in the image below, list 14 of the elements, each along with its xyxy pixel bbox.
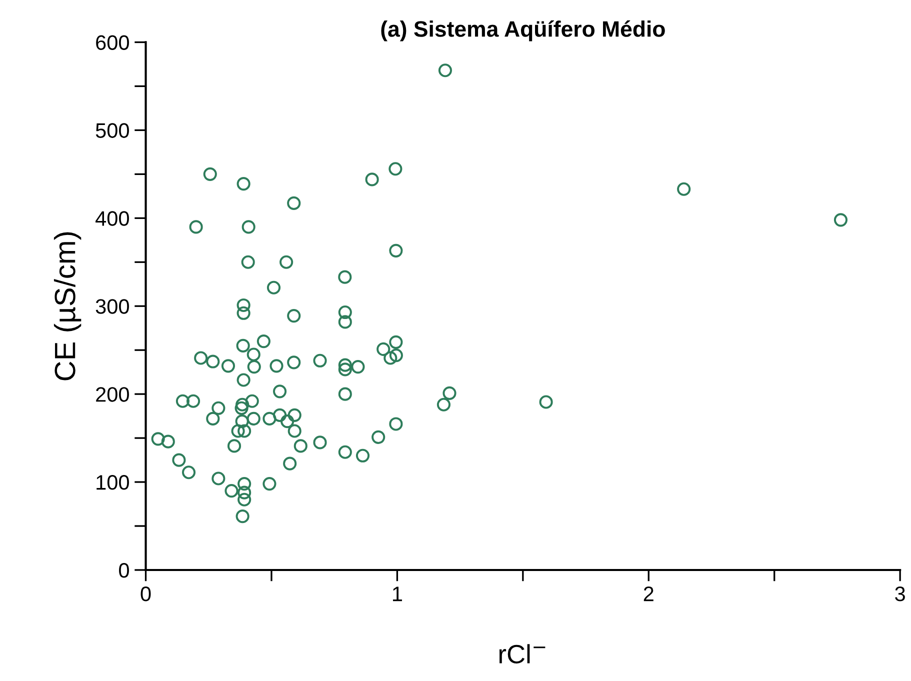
y-tick-label: 0 <box>119 563 129 578</box>
y-tick-label: 600 <box>96 35 129 50</box>
y-tick-label: 500 <box>96 123 129 138</box>
y-tick-label: 200 <box>96 387 129 402</box>
y-tick-label: 100 <box>96 475 129 490</box>
x-tick-label: 0 <box>140 586 151 602</box>
x-tick-label: 3 <box>895 586 905 602</box>
x-axis-title: rCl$^{−}$ <box>499 644 546 664</box>
y-tick-label: 300 <box>96 299 129 314</box>
y-axis-title: CE (µS/cm) <box>54 232 82 380</box>
chart-title: (a) Sistema Aqüífero Médio <box>381 20 665 42</box>
x-tick-label: 2 <box>644 586 654 602</box>
y-tick-label: 400 <box>96 211 129 226</box>
x-tick-label: 1 <box>392 586 402 602</box>
